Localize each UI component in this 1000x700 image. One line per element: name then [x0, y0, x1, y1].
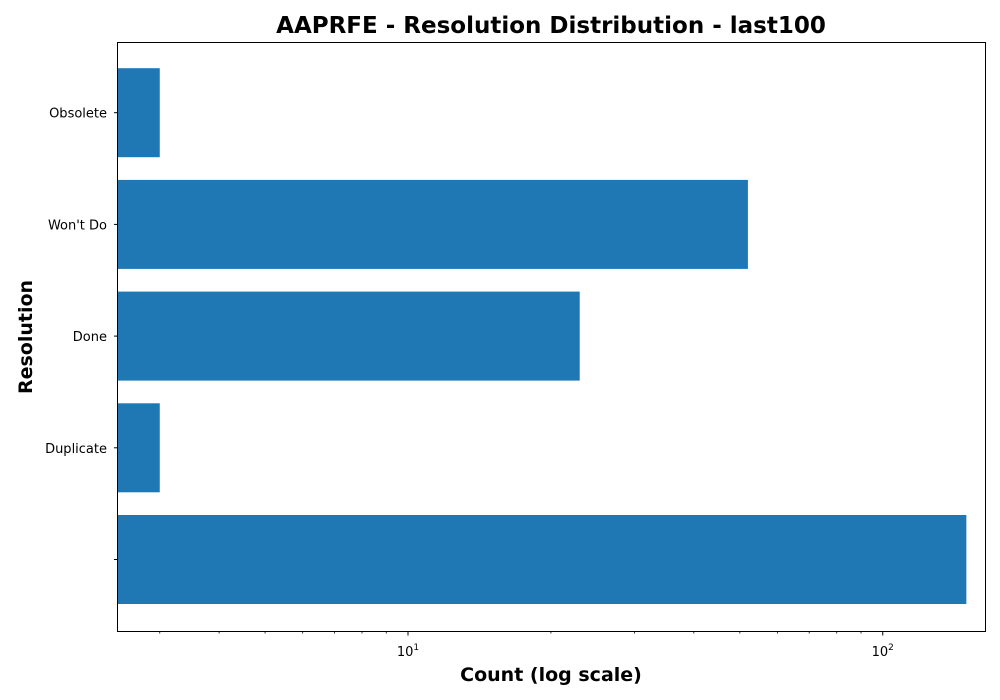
x-axis-label: Count (log scale) — [460, 664, 642, 686]
bar-0 — [118, 515, 967, 604]
x-ticks: 101 102 — [159, 631, 894, 660]
bar-4 — [118, 68, 160, 158]
bars — [118, 68, 967, 604]
y-ticks: Duplicate Done Won't Do Obsolete — [45, 107, 118, 560]
bar-1 — [118, 403, 160, 493]
plot-frame — [117, 42, 986, 632]
bar-2 — [118, 291, 580, 381]
y-tick-label-4: Obsolete — [49, 107, 107, 122]
y-tick-label-1: Duplicate — [45, 442, 107, 457]
chart-title: AAPRFE - Resolution Distribution - last1… — [276, 13, 826, 39]
y-tick-label-3: Won't Do — [48, 218, 107, 233]
x-tick-label-1: 102 — [872, 643, 894, 660]
x-tick-label-0: 101 — [397, 643, 419, 660]
y-tick-label-2: Done — [73, 330, 107, 345]
bar-3 — [118, 179, 748, 269]
y-axis-label: Resolution — [15, 280, 37, 394]
